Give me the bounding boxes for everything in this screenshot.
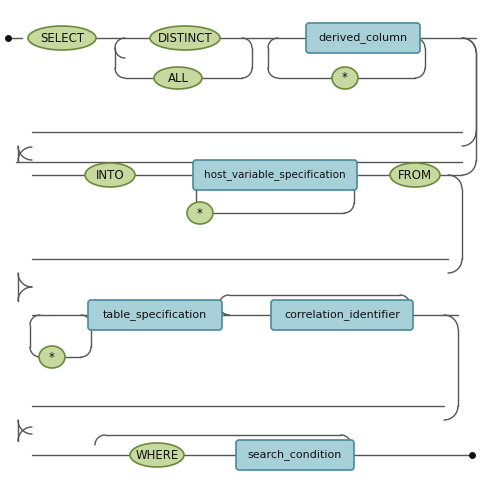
- Text: ALL: ALL: [168, 72, 188, 84]
- Text: FROM: FROM: [398, 168, 432, 181]
- Ellipse shape: [39, 346, 65, 368]
- Text: *: *: [49, 351, 55, 364]
- Text: host_variable_specification: host_variable_specification: [204, 169, 346, 180]
- Text: derived_column: derived_column: [318, 33, 408, 43]
- Text: table_specification: table_specification: [103, 310, 207, 321]
- FancyBboxPatch shape: [306, 23, 420, 53]
- Text: DISTINCT: DISTINCT: [158, 32, 212, 44]
- Ellipse shape: [150, 26, 220, 50]
- Text: INTO: INTO: [96, 168, 124, 181]
- Ellipse shape: [154, 67, 202, 89]
- Ellipse shape: [390, 163, 440, 187]
- Ellipse shape: [28, 26, 96, 50]
- FancyBboxPatch shape: [193, 160, 357, 190]
- Ellipse shape: [332, 67, 358, 89]
- FancyBboxPatch shape: [236, 440, 354, 470]
- Ellipse shape: [187, 202, 213, 224]
- Text: correlation_identifier: correlation_identifier: [284, 310, 400, 321]
- FancyBboxPatch shape: [88, 300, 222, 330]
- Ellipse shape: [85, 163, 135, 187]
- Text: *: *: [342, 72, 348, 84]
- Text: search_condition: search_condition: [248, 450, 342, 460]
- Text: SELECT: SELECT: [40, 32, 84, 44]
- Ellipse shape: [130, 443, 184, 467]
- Text: *: *: [197, 206, 203, 219]
- Text: WHERE: WHERE: [136, 449, 178, 461]
- FancyBboxPatch shape: [271, 300, 413, 330]
